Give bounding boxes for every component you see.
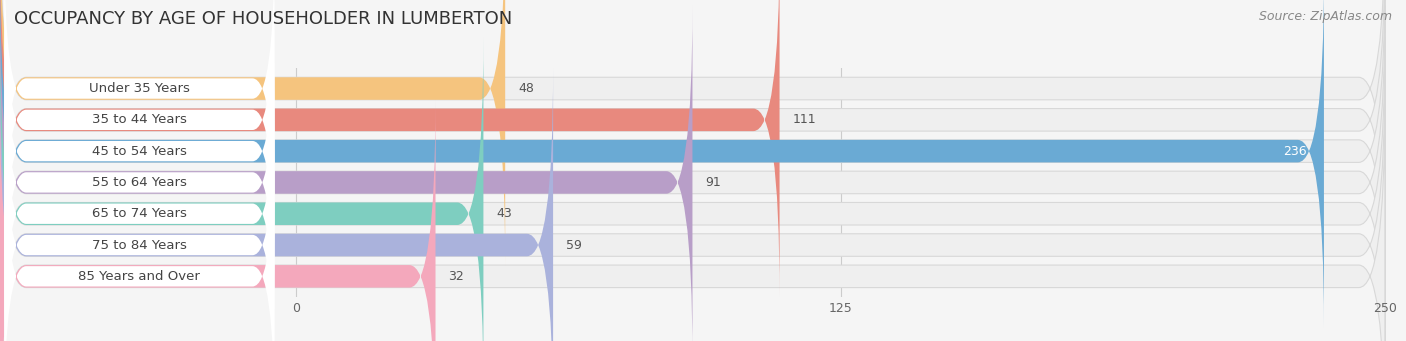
Text: 43: 43 [496,207,512,220]
Text: 65 to 74 Years: 65 to 74 Years [91,207,187,220]
FancyBboxPatch shape [4,36,274,329]
Text: 55 to 64 Years: 55 to 64 Years [91,176,187,189]
FancyBboxPatch shape [0,0,505,265]
FancyBboxPatch shape [0,69,1385,341]
FancyBboxPatch shape [0,37,484,341]
FancyBboxPatch shape [4,68,274,341]
Text: 75 to 84 Years: 75 to 84 Years [91,239,187,252]
Text: 48: 48 [519,82,534,95]
Text: 45 to 54 Years: 45 to 54 Years [91,145,187,158]
FancyBboxPatch shape [0,0,779,296]
Text: 85 Years and Over: 85 Years and Over [79,270,200,283]
FancyBboxPatch shape [0,69,553,341]
Text: Source: ZipAtlas.com: Source: ZipAtlas.com [1258,10,1392,23]
FancyBboxPatch shape [4,130,274,341]
FancyBboxPatch shape [4,0,274,235]
Text: 91: 91 [706,176,721,189]
Text: OCCUPANCY BY AGE OF HOUSEHOLDER IN LUMBERTON: OCCUPANCY BY AGE OF HOUSEHOLDER IN LUMBE… [14,10,512,28]
FancyBboxPatch shape [4,99,274,341]
Text: 35 to 44 Years: 35 to 44 Years [91,113,187,126]
FancyBboxPatch shape [0,0,1385,328]
FancyBboxPatch shape [0,0,1385,265]
FancyBboxPatch shape [0,100,436,341]
FancyBboxPatch shape [4,0,274,266]
FancyBboxPatch shape [0,6,693,341]
FancyBboxPatch shape [4,5,274,297]
Text: 236: 236 [1282,145,1306,158]
FancyBboxPatch shape [0,37,1385,341]
Text: Under 35 Years: Under 35 Years [89,82,190,95]
FancyBboxPatch shape [0,0,1324,328]
FancyBboxPatch shape [0,0,1385,296]
Text: 59: 59 [567,239,582,252]
FancyBboxPatch shape [0,100,1385,341]
Text: 32: 32 [449,270,464,283]
FancyBboxPatch shape [0,6,1385,341]
Text: 111: 111 [793,113,817,126]
